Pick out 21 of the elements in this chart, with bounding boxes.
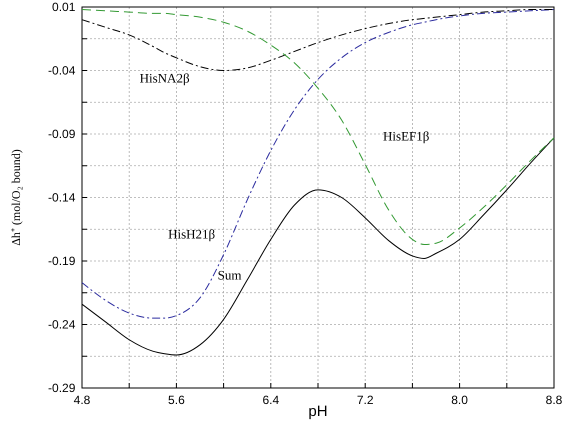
y-axis-title: Δh⁺ (mol/O₂ bound) bbox=[9, 149, 23, 246]
x-tick-label: 8.8 bbox=[546, 393, 563, 408]
y-tick-label: -0.24 bbox=[48, 317, 76, 332]
x-tick-label: 4.8 bbox=[74, 393, 91, 408]
series-label: HisEF1β bbox=[383, 128, 430, 144]
y-tick-label: -0.29 bbox=[48, 380, 76, 395]
line-series bbox=[82, 9, 554, 319]
line-series bbox=[82, 9, 554, 245]
y-tick-label: -0.09 bbox=[48, 126, 76, 141]
x-tick-label: 6.4 bbox=[262, 393, 280, 408]
y-tick-label: -0.19 bbox=[48, 254, 76, 268]
x-tick-label: 7.2 bbox=[356, 393, 374, 408]
x-axis-title: pH bbox=[308, 403, 328, 420]
y-tick-label: -0.14 bbox=[48, 190, 76, 204]
series-label: HisNA2β bbox=[140, 70, 190, 86]
x-tick-label: 5.6 bbox=[168, 393, 186, 408]
y-tick-label: -0.04 bbox=[48, 63, 76, 78]
y-tick-label: 0.01 bbox=[52, 0, 76, 14]
series-label: HisH21β bbox=[168, 226, 216, 242]
series-label: Sum bbox=[218, 267, 242, 282]
x-tick-label: 8.0 bbox=[451, 393, 468, 408]
